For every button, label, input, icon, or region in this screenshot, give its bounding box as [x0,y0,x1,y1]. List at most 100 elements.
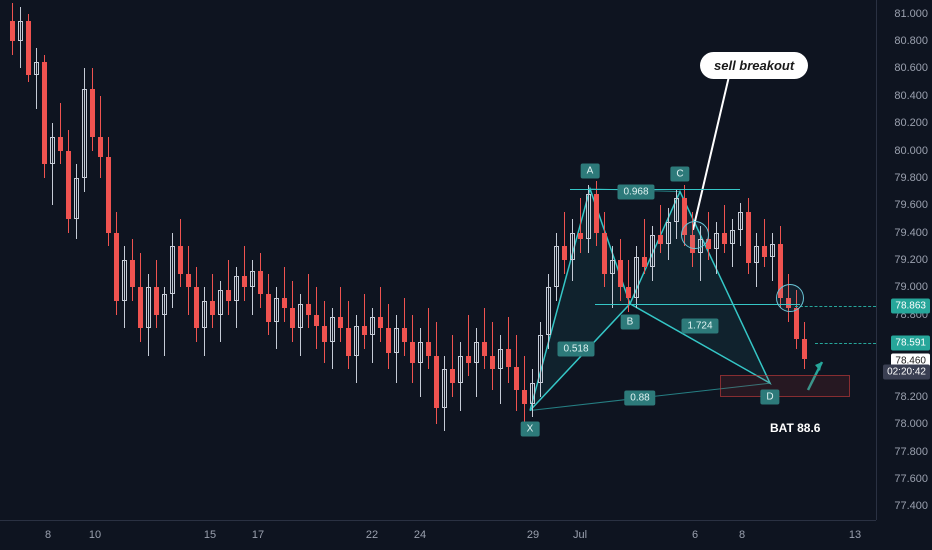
breakout-circle [776,284,804,312]
candle [762,219,767,267]
candle [338,287,343,342]
candle [362,294,367,349]
candle [442,356,447,431]
candle [74,164,79,239]
candle [90,68,95,150]
candle [434,322,439,425]
y-axis: 81.000 80.800 80.600 80.400 80.200 80.000 79.8… [876,0,932,520]
x-axis-label: 22 [366,529,378,541]
chart-area[interactable]: XABCD0.5180.9681.7240.88sell breakoutBAT… [0,0,876,520]
y-axis-label: 80.200 [894,117,928,129]
x-axis-label: 15 [204,529,216,541]
candle [450,335,455,397]
candle [10,3,15,55]
dashed-price-line [815,343,876,344]
candle [322,301,327,363]
candle [18,7,23,69]
candle [26,14,31,82]
y-axis-label: 77.400 [894,500,928,512]
candle [354,315,359,383]
candle [290,281,295,343]
pattern-point-a: A [581,163,600,178]
fib-ratio-label: 0.88 [624,391,655,406]
candle [34,48,39,110]
breakout-circle [681,221,709,249]
candle [82,68,87,191]
candle [746,198,751,273]
x-axis-label: Jul [573,529,587,541]
y-axis-label: 80.400 [894,90,928,102]
candle [658,205,663,253]
candle [386,304,391,370]
candle [210,274,215,329]
y-axis-label: 77.600 [894,473,928,485]
x-axis-label: 17 [252,529,264,541]
candle [66,130,71,233]
y-axis-label: 79.000 [894,281,928,293]
candle [530,369,535,417]
candle [586,185,591,253]
fib-ratio-label: 1.724 [681,318,718,333]
candle [378,287,383,342]
y-axis-label: 80.800 [894,35,928,47]
candle [314,287,319,349]
x-axis-label: 8 [45,529,51,541]
candle [674,189,679,240]
candle [634,246,639,308]
x-axis-label: 24 [414,529,426,541]
fib-ratio-label: 0.518 [557,341,594,356]
candle [122,246,127,328]
candle [482,308,487,370]
candle [154,260,159,328]
candle [234,267,239,329]
candle [250,260,255,315]
candle [554,233,559,301]
candle [754,233,759,288]
pattern-point-x: X [521,421,540,436]
candle [546,274,551,349]
x-axis-label: 10 [89,529,101,541]
y-axis-label: 80.600 [894,62,928,74]
candle [506,317,511,383]
candle [130,239,135,301]
candle [618,239,623,301]
candle [282,267,287,322]
candle [330,308,335,370]
x-axis-label: 29 [527,529,539,541]
candle [602,212,607,287]
candle [570,219,575,281]
candle [578,198,583,253]
candle [274,287,279,349]
candle [642,219,647,274]
candle [42,55,47,178]
candle [170,233,175,308]
candle [298,294,303,356]
price-tag: 78.591 [891,336,930,351]
candle [98,96,103,178]
candle [106,137,111,246]
x-axis-label: 6 [692,529,698,541]
candle [226,260,231,315]
pattern-point-b: B [621,314,640,329]
dashed-price-line [795,306,876,307]
candle [186,246,191,314]
candle [58,103,63,165]
price-tag: 02:20:42 [883,365,930,380]
candle [50,123,55,205]
y-axis-label: 80.000 [894,145,928,157]
x-axis-label: 13 [849,529,861,541]
y-axis-label: 81.000 [894,8,928,20]
candle [426,308,431,370]
price-tag: 78.863 [891,299,930,314]
y-axis-label: 77.800 [894,446,928,458]
candle [514,335,519,410]
y-axis-label: 79.800 [894,172,928,184]
y-axis-label: 78.200 [894,391,928,403]
candle [802,322,807,370]
candle [650,226,655,281]
horizontal-line [570,189,740,190]
horizontal-line [595,304,800,305]
y-axis-label: 79.600 [894,199,928,211]
candle [178,219,183,287]
candle [218,281,223,343]
